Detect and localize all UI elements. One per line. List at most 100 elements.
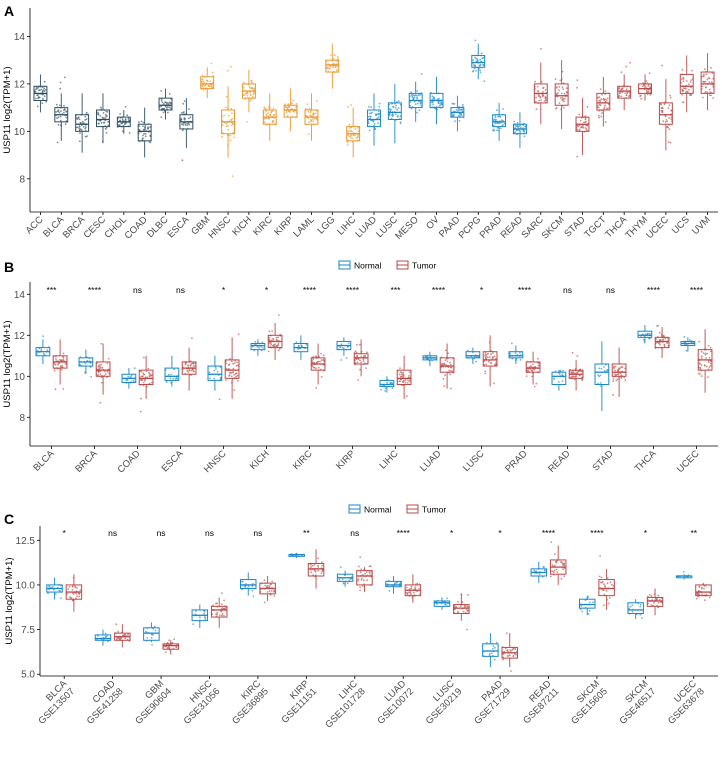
data-point	[84, 127, 87, 130]
data-point	[599, 99, 602, 102]
data-point	[444, 349, 447, 352]
data-point	[289, 111, 291, 113]
data-point	[706, 91, 709, 94]
data-point	[664, 121, 667, 123]
data-point	[57, 110, 60, 113]
data-point	[311, 564, 314, 567]
data-point	[180, 112, 183, 114]
data-point	[146, 127, 149, 130]
data-point	[278, 348, 281, 350]
data-point	[620, 95, 623, 98]
data-point	[310, 566, 312, 569]
data-point	[685, 349, 688, 352]
x-tick-label: ESCA	[165, 214, 192, 241]
data-point	[578, 113, 581, 116]
data-point	[321, 570, 324, 573]
box-ov	[429, 76, 444, 125]
data-point	[148, 371, 150, 374]
data-point	[58, 358, 61, 361]
significance-label: ns	[350, 528, 359, 538]
data-point	[150, 633, 153, 636]
data-point	[511, 649, 513, 651]
data-point	[59, 115, 62, 118]
data-point	[143, 356, 145, 359]
box-tumor-blca-gse13507	[65, 574, 83, 612]
data-point	[236, 361, 239, 364]
x-tick-label: COAD	[115, 448, 142, 475]
box-normal-luad	[422, 351, 438, 367]
data-point	[600, 576, 603, 579]
data-point	[213, 377, 216, 380]
data-point	[170, 102, 172, 104]
data-point	[515, 129, 518, 132]
data-point	[77, 117, 80, 119]
data-point	[600, 385, 602, 387]
box-normal-hnsc-gse31056	[191, 604, 209, 628]
data-point	[124, 122, 127, 124]
data-point	[659, 343, 661, 346]
data-point	[560, 561, 562, 563]
data-point	[701, 593, 703, 596]
data-point	[607, 602, 610, 605]
data-point	[620, 377, 622, 379]
data-point	[215, 368, 217, 370]
data-point	[374, 128, 377, 131]
data-point	[192, 365, 195, 367]
data-point	[121, 122, 124, 125]
data-point	[252, 95, 254, 98]
box-tumor-kich	[267, 314, 283, 360]
data-point	[660, 107, 663, 110]
data-point	[600, 98, 603, 100]
data-point	[181, 159, 184, 162]
data-point	[139, 379, 142, 381]
data-point	[78, 595, 80, 598]
data-point	[640, 617, 643, 619]
y-axis-title: USP11 log2(TPM+1)	[4, 557, 15, 644]
y-tick-label: 12.5	[16, 536, 36, 547]
data-point	[107, 121, 109, 123]
data-point	[509, 650, 512, 653]
data-point	[258, 346, 260, 349]
data-point	[249, 99, 252, 102]
x-tick-label: KIRC	[251, 214, 275, 238]
box-brca	[75, 93, 90, 153]
data-point	[689, 81, 692, 83]
data-point	[701, 85, 704, 88]
box-tumor-hnsc	[224, 333, 240, 399]
box-normal-stad	[594, 341, 610, 412]
data-point	[487, 352, 489, 355]
data-point	[565, 90, 568, 93]
data-point	[187, 364, 190, 367]
data-point	[489, 356, 491, 359]
data-point	[104, 370, 106, 373]
data-point	[606, 97, 609, 99]
data-point	[233, 362, 236, 364]
data-point	[710, 67, 712, 69]
data-point	[139, 410, 142, 413]
data-point	[650, 595, 653, 597]
data-point	[182, 122, 185, 125]
data-point	[235, 375, 237, 378]
data-point	[210, 62, 213, 65]
data-point	[432, 103, 434, 106]
data-point	[401, 373, 404, 376]
data-point	[53, 369, 56, 372]
data-point	[416, 90, 419, 93]
data-point	[326, 66, 329, 69]
data-point	[551, 564, 554, 567]
data-point	[576, 79, 579, 82]
data-point	[160, 100, 163, 102]
data-point	[682, 80, 685, 82]
data-point	[416, 102, 419, 105]
data-point	[620, 374, 623, 377]
data-point	[148, 375, 151, 377]
panel-label: B	[4, 259, 14, 275]
data-point	[534, 80, 536, 83]
data-point	[337, 56, 339, 58]
data-point	[390, 109, 392, 111]
data-point	[396, 101, 398, 103]
data-point	[71, 585, 74, 588]
data-point	[612, 378, 615, 380]
x-tick-label: UCEC	[675, 448, 702, 475]
